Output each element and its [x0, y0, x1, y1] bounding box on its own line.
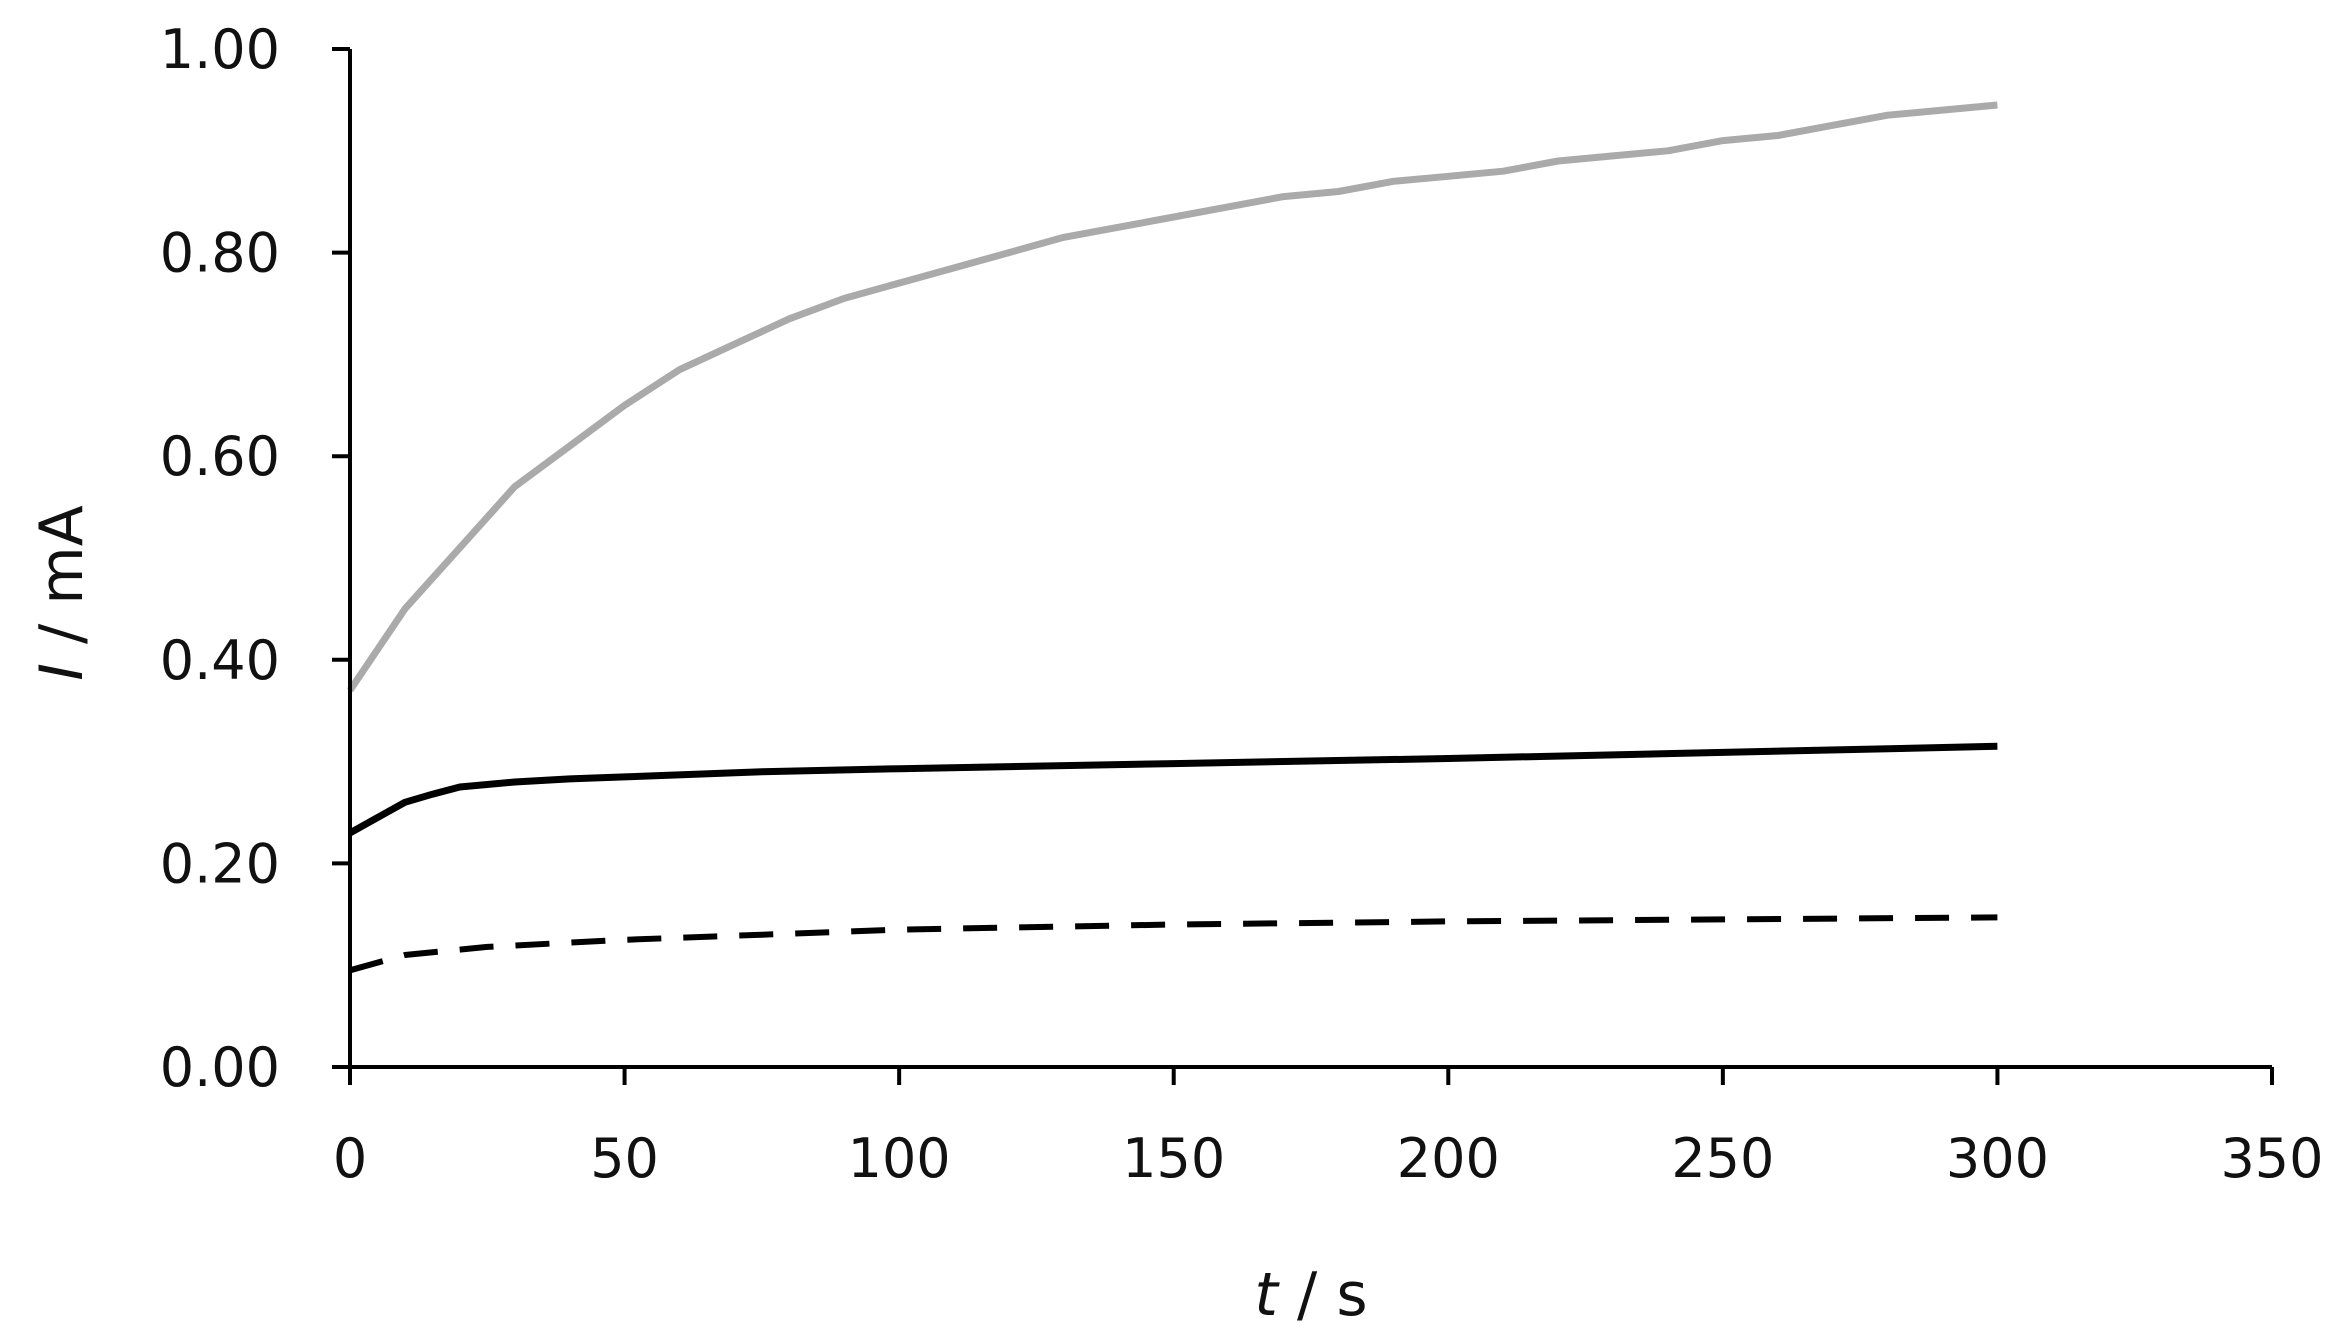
x-axis-unit: / s: [1278, 1260, 1368, 1330]
x-tick-label: 200: [1397, 1127, 1500, 1190]
x-axis-title: t / s: [1254, 1260, 1367, 1330]
tick-label-layer: 0.00 0.20 0.40 0.60 0.80 1.00 0 50 100 150 200 250 3…: [160, 18, 2324, 1190]
y-axis-unit: / mA: [27, 505, 97, 663]
y-tick-label: 0.00: [160, 1036, 280, 1099]
y-tick-label: 0.60: [160, 425, 280, 488]
y-axis-title: I / mA: [27, 505, 97, 681]
x-tick-label: 300: [1946, 1127, 2049, 1190]
y-tick-label: 1.00: [160, 18, 280, 81]
x-tick-label: 350: [2220, 1127, 2323, 1190]
series-line-1: [347, 101, 1998, 693]
y-tick-label: 0.20: [160, 832, 280, 895]
x-tick-label: 150: [1122, 1127, 1225, 1190]
series-line-2: [348, 742, 1998, 836]
y-axis-variable: I: [27, 663, 97, 681]
y-tick-label: 0.40: [160, 629, 280, 692]
series-layer: [347, 101, 1998, 974]
x-tick-label: 250: [1671, 1127, 1774, 1190]
series-line-3: [349, 914, 1998, 974]
tick-layer: [332, 47, 2274, 1085]
x-tick-label: 50: [590, 1127, 659, 1190]
x-tick-label: 100: [848, 1127, 951, 1190]
x-axis-variable: t: [1254, 1260, 1280, 1330]
x-tick-label: 0: [333, 1127, 367, 1190]
y-tick-label: 0.80: [160, 222, 280, 285]
